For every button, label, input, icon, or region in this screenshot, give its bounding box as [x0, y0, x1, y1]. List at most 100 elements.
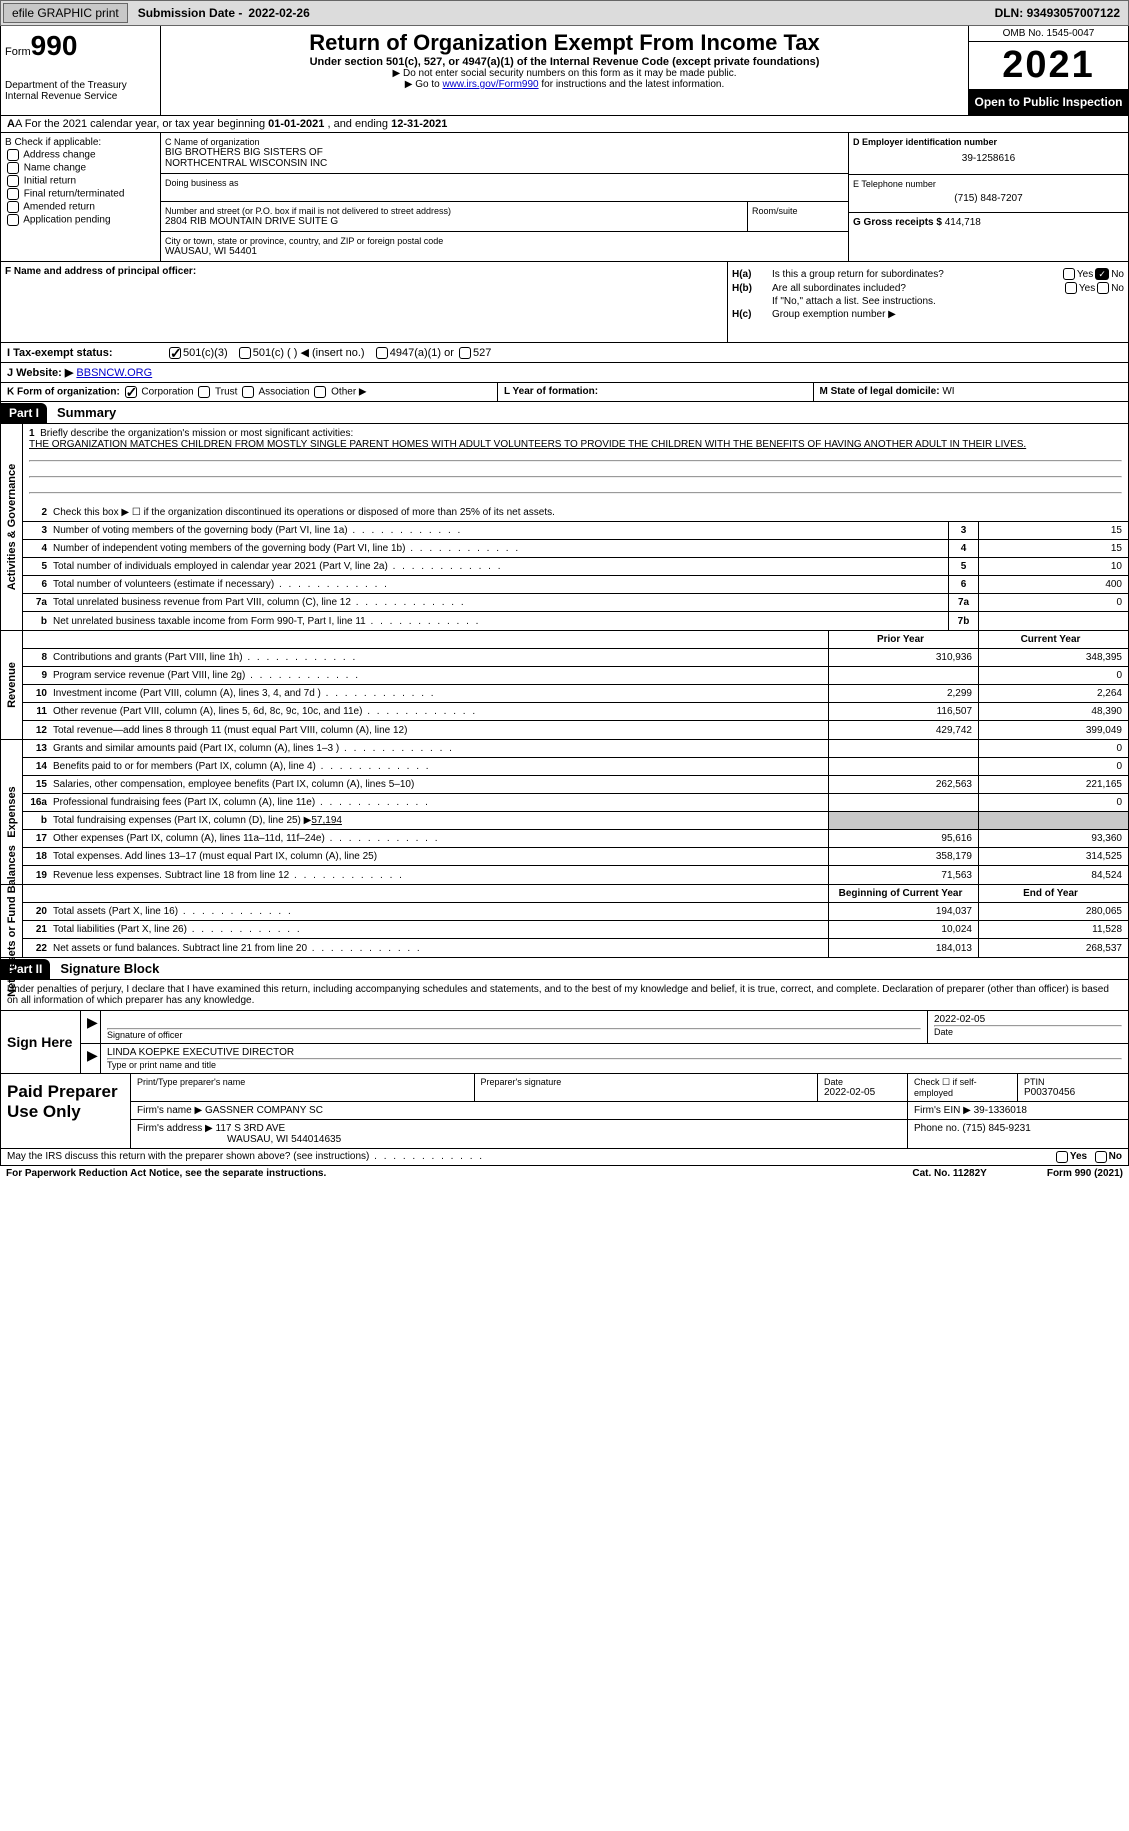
ptin-label: PTIN: [1024, 1077, 1122, 1087]
line-14: Benefits paid to or for members (Part IX…: [53, 759, 828, 774]
cb-501c[interactable]: [239, 347, 251, 359]
c10: 2,264: [978, 685, 1128, 702]
part1-title: Summary: [47, 402, 126, 423]
cb-final-return[interactable]: Final return/terminated: [5, 188, 156, 200]
cb-initial-return[interactable]: Initial return: [5, 175, 156, 187]
dba-box: Doing business as: [161, 174, 848, 202]
line-18: Total expenses. Add lines 13–17 (must eq…: [53, 849, 828, 864]
part2-title: Signature Block: [50, 958, 169, 979]
tel-box: E Telephone number (715) 848-7207: [849, 175, 1128, 213]
m-state: M State of legal domicile: WI: [814, 383, 1129, 401]
p18: 358,179: [828, 848, 978, 865]
block-fh: F Name and address of principal officer:…: [0, 262, 1129, 343]
part2-header: Part II Signature Block: [0, 958, 1129, 980]
submission-date-label: Submission Date -: [138, 6, 243, 20]
col-f-officer: F Name and address of principal officer:: [1, 262, 728, 342]
cb-name-change[interactable]: Name change: [5, 162, 156, 174]
org-name-2: NORTHCENTRAL WISCONSIN INC: [165, 158, 844, 169]
efile-print-button[interactable]: efile GRAPHIC print: [3, 3, 128, 23]
form-number: Form990: [5, 30, 156, 62]
p13: [828, 740, 978, 757]
may-irs-text: May the IRS discuss this return with the…: [7, 1151, 1054, 1163]
prep-date-label: Date: [824, 1077, 901, 1087]
irs-link[interactable]: www.irs.gov/Form990: [442, 79, 538, 90]
val-7b: [978, 612, 1128, 630]
col-b-title: B Check if applicable:: [5, 137, 156, 148]
c16a: 0: [978, 794, 1128, 811]
section-expenses: Expenses 13Grants and similar amounts pa…: [0, 740, 1129, 885]
ha-no[interactable]: ✓: [1095, 268, 1109, 280]
hb-no[interactable]: [1097, 282, 1109, 294]
cb-application-pending[interactable]: Application pending: [5, 214, 156, 226]
c18: 314,525: [978, 848, 1128, 865]
c12: 399,049: [978, 721, 1128, 739]
dba-label: Doing business as: [165, 178, 844, 188]
hdr-curr: Current Year: [978, 631, 1128, 648]
cb-4947[interactable]: [376, 347, 388, 359]
val-4: 15: [978, 540, 1128, 557]
row-i-tax-status: I Tax-exempt status: 501(c)(3) 501(c) ( …: [0, 343, 1129, 363]
firm-ein: 39-1336018: [974, 1105, 1027, 1116]
sign-here-label: Sign Here: [1, 1011, 81, 1073]
line-16a: Professional fundraising fees (Part IX, …: [53, 795, 828, 810]
row-k: K Form of organization: Corporation Trus…: [0, 383, 1129, 402]
c22: 268,537: [978, 939, 1128, 957]
hdr-end: End of Year: [978, 885, 1128, 902]
c17: 93,360: [978, 830, 1128, 847]
c16b: [978, 812, 1128, 829]
form-header: Form990 Department of the Treasury Inter…: [0, 26, 1129, 116]
cb-assoc[interactable]: [242, 386, 254, 398]
header-left: Form990 Department of the Treasury Inter…: [1, 26, 161, 115]
dln: DLN: 93493057007122: [995, 6, 1126, 20]
col-h: H(a) Is this a group return for subordin…: [728, 262, 1128, 342]
section-netassets: Net Assets or Fund Balances Beginning of…: [0, 885, 1129, 958]
section-activities: Activities & Governance 1 Briefly descri…: [0, 424, 1129, 631]
p16b: [828, 812, 978, 829]
hdr-beg: Beginning of Current Year: [828, 885, 978, 902]
prep-name-label: Print/Type preparer's name: [137, 1077, 468, 1087]
h-b-note: If "No," attach a list. See instructions…: [732, 296, 1124, 307]
col-c-org: C Name of organization BIG BROTHERS BIG …: [161, 133, 848, 261]
line-3: Number of voting members of the governin…: [53, 523, 948, 538]
form-note-ssn: ▶ Do not enter social security numbers o…: [165, 68, 964, 79]
open-inspection: Open to Public Inspection: [969, 89, 1128, 115]
hb-yes[interactable]: [1065, 282, 1077, 294]
paid-preparer-block: Paid Preparer Use Only Print/Type prepar…: [0, 1074, 1129, 1149]
cb-other[interactable]: [314, 386, 326, 398]
col-b-checkboxes: B Check if applicable: Address change Na…: [1, 133, 161, 261]
may-irs-no[interactable]: [1095, 1151, 1107, 1163]
arrow-icon: ▶: [87, 1014, 98, 1030]
line-1-mission: 1 Briefly describe the organization's mi…: [23, 424, 1128, 504]
form-footer: Form 990 (2021): [1047, 1168, 1123, 1179]
header-center: Return of Organization Exempt From Incom…: [161, 26, 968, 115]
prep-date: 2022-02-05: [824, 1087, 901, 1098]
cb-corp[interactable]: [125, 386, 137, 398]
cb-527[interactable]: [459, 347, 471, 359]
website-link[interactable]: BBSNCW.ORG: [76, 367, 152, 379]
p17: 95,616: [828, 830, 978, 847]
omb-number: OMB No. 1545-0047: [969, 26, 1128, 42]
suite-label: Room/suite: [752, 206, 844, 216]
city-value: WAUSAU, WI 54401: [165, 246, 844, 257]
val-3: 15: [978, 522, 1128, 539]
ha-yes[interactable]: [1063, 268, 1075, 280]
ein-box: D Employer identification number 39-1258…: [849, 133, 1128, 175]
may-irs-yes[interactable]: [1056, 1151, 1068, 1163]
sign-here-block: Sign Here ▶ Signature of officer 2022-02…: [0, 1011, 1129, 1074]
h-c-row: H(c) Group exemption number ▶: [732, 309, 1124, 320]
cb-trust[interactable]: [198, 386, 210, 398]
cb-address-change[interactable]: Address change: [5, 149, 156, 161]
officer-name: LINDA KOEPKE EXECUTIVE DIRECTOR: [107, 1047, 1122, 1058]
signature-declaration: Under penalties of perjury, I declare th…: [0, 980, 1129, 1011]
p21: 10,024: [828, 921, 978, 938]
line-7a: Total unrelated business revenue from Pa…: [53, 595, 948, 610]
p20: 194,037: [828, 903, 978, 920]
p10: 2,299: [828, 685, 978, 702]
cb-amended-return[interactable]: Amended return: [5, 201, 156, 213]
cb-501c3[interactable]: [169, 347, 181, 359]
line-4: Number of independent voting members of …: [53, 541, 948, 556]
row-a-period: AA For the 2021 calendar year, or tax ye…: [0, 116, 1129, 133]
line-13: Grants and similar amounts paid (Part IX…: [53, 741, 828, 756]
val-7a: 0: [978, 594, 1128, 611]
c21: 11,528: [978, 921, 1128, 938]
